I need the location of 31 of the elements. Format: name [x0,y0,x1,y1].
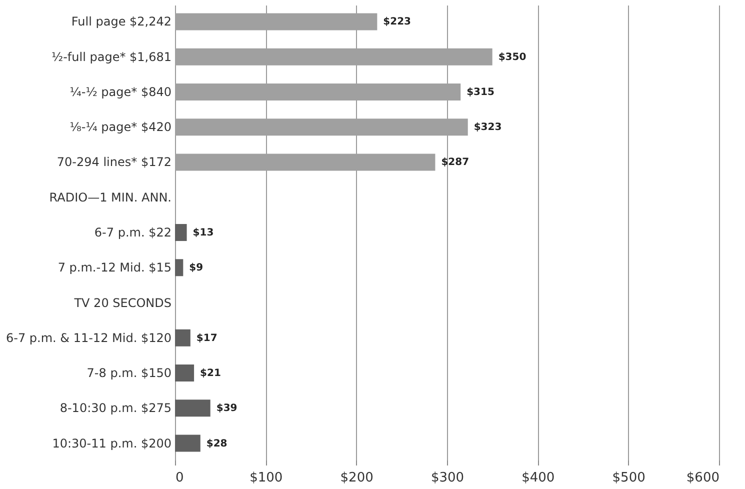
data-label: $315 [466,86,494,98]
x-tick-label: $300 [430,470,464,486]
x-tick-label: 0 [176,470,184,486]
data-label: $223 [383,16,412,28]
y-tick-label: ½-full page* $1,681 [51,50,172,64]
data-label: $21 [200,368,221,380]
y-tick-label: ⅛-¼ page* $420 [70,120,172,134]
y-tick-label: 70-294 lines* $172 [56,155,172,170]
x-tick-label: $500 [612,470,646,486]
data-label: $9 [189,262,204,274]
y-tick-label: TV 20 SECONDS [73,296,172,310]
y-tick-label: 10:30-11 p.m. $200 [52,436,172,450]
y-tick-label: 7-8 p.m. $150 [86,366,172,380]
y-tick-label: 7 p.m.-12 Mid. $15 [58,260,172,275]
data-label: $350 [498,52,526,63]
x-tick-label: $200 [340,470,374,486]
y-tick-label: 6-7 p.m. $22 [94,226,172,240]
data-label: $28 [206,438,228,450]
data-label: $287 [441,157,470,168]
y-tick-label: 6-7 p.m. & 11-12 Mid. $120 [6,330,172,345]
data-label: $13 [192,228,214,238]
y-tick-label: 8-10:30 p.m. $275 [60,401,172,416]
x-tick-label: $400 [522,470,555,486]
data-label: $39 [216,403,238,414]
y-tick-label: Full page $2,242 [71,14,172,29]
data-label: $17 [196,332,218,344]
x-tick-label: $100 [250,470,283,486]
data-label: $323 [474,122,502,134]
y-tick-label: ¼-½ page* $840 [70,84,172,99]
x-tick-label: $600 [686,470,720,486]
y-tick-label: RADIO—1 MIN. ANN. [49,190,172,204]
